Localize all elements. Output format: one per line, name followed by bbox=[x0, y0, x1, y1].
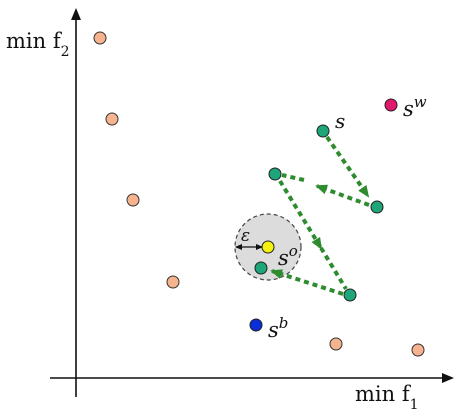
search-trajectory bbox=[270, 135, 370, 296]
pareto-point bbox=[126, 193, 140, 207]
best-point bbox=[249, 318, 263, 332]
label-epsilon: ε bbox=[241, 226, 250, 246]
optimum-point bbox=[261, 240, 275, 254]
label-s-b: sb bbox=[268, 314, 288, 342]
pareto-point bbox=[93, 31, 107, 45]
label-s: s bbox=[335, 109, 345, 133]
trajectory-arrow bbox=[281, 173, 305, 182]
trajectory-arrow bbox=[270, 269, 344, 296]
label-s-o: so bbox=[278, 242, 298, 270]
trajectory-arrow bbox=[325, 135, 370, 198]
worst-point bbox=[384, 98, 398, 112]
trajectory-arrow bbox=[315, 184, 370, 207]
pareto-points bbox=[93, 31, 425, 357]
pareto-point bbox=[166, 275, 180, 289]
y-axis-label: min f2 bbox=[6, 29, 70, 60]
path-point-s bbox=[316, 124, 330, 138]
path-point bbox=[268, 167, 282, 181]
trajectory-arrow bbox=[278, 179, 323, 250]
path-point bbox=[370, 200, 384, 214]
pareto-point bbox=[411, 343, 425, 357]
trajectory-arrow bbox=[319, 246, 348, 291]
pareto-point bbox=[105, 112, 119, 126]
path-point bbox=[254, 261, 268, 275]
path-points bbox=[254, 124, 384, 302]
pareto-point bbox=[329, 337, 343, 351]
label-s-w: sw bbox=[403, 93, 427, 121]
path-point bbox=[343, 288, 357, 302]
x-axis-label: min f1 bbox=[355, 382, 419, 412]
